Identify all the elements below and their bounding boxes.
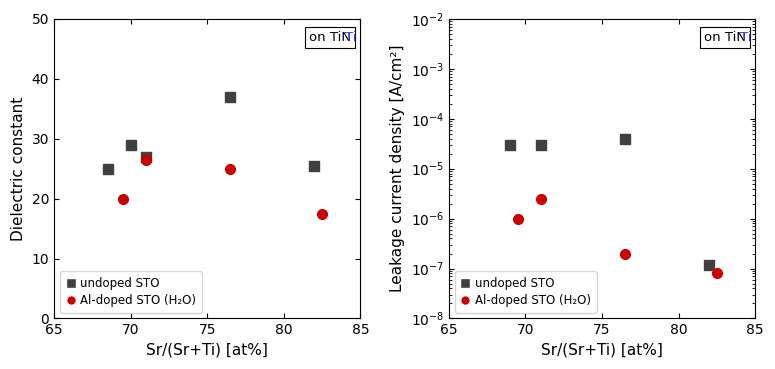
Y-axis label: Leakage current density [A/cm²]: Leakage current density [A/cm²] bbox=[390, 45, 405, 293]
Al-doped STO (H₂O) bbox=[318, 211, 327, 216]
Line: undoped STO: undoped STO bbox=[103, 92, 319, 173]
X-axis label: Sr/(Sr+Ti) [at%]: Sr/(Sr+Ti) [at%] bbox=[541, 343, 663, 358]
Line: undoped STO: undoped STO bbox=[505, 134, 714, 269]
Al-doped STO (H₂O) bbox=[712, 271, 722, 276]
undoped STO bbox=[103, 166, 112, 171]
Al-doped STO (H₂O) bbox=[226, 166, 235, 171]
Text: on TiN: on TiN bbox=[704, 31, 746, 44]
undoped STO bbox=[704, 262, 714, 267]
Y-axis label: Dielectric constant: Dielectric constant bbox=[11, 97, 26, 241]
undoped STO bbox=[536, 143, 546, 147]
Line: Al-doped STO (H₂O): Al-doped STO (H₂O) bbox=[513, 194, 722, 278]
Legend: undoped STO, Al-doped STO (H₂O): undoped STO, Al-doped STO (H₂O) bbox=[60, 271, 202, 313]
X-axis label: Sr/(Sr+Ti) [at%]: Sr/(Sr+Ti) [at%] bbox=[146, 343, 268, 358]
undoped STO bbox=[141, 155, 150, 159]
Text: on TiN: on TiN bbox=[309, 31, 351, 44]
Al-doped STO (H₂O) bbox=[141, 158, 150, 162]
undoped STO bbox=[620, 137, 629, 141]
Text: Ti: Ti bbox=[346, 31, 357, 44]
undoped STO bbox=[310, 163, 319, 168]
Legend: undoped STO, Al-doped STO (H₂O): undoped STO, Al-doped STO (H₂O) bbox=[455, 271, 597, 313]
Al-doped STO (H₂O) bbox=[536, 197, 546, 201]
Text: on TiN: on TiN bbox=[309, 31, 351, 44]
Al-doped STO (H₂O) bbox=[620, 251, 629, 256]
undoped STO bbox=[226, 94, 235, 99]
Text: Ti: Ti bbox=[740, 31, 752, 44]
undoped STO bbox=[126, 142, 136, 147]
Line: Al-doped STO (H₂O): Al-doped STO (H₂O) bbox=[118, 155, 327, 218]
undoped STO bbox=[505, 143, 515, 147]
Al-doped STO (H₂O) bbox=[119, 196, 128, 201]
Al-doped STO (H₂O) bbox=[513, 216, 522, 221]
